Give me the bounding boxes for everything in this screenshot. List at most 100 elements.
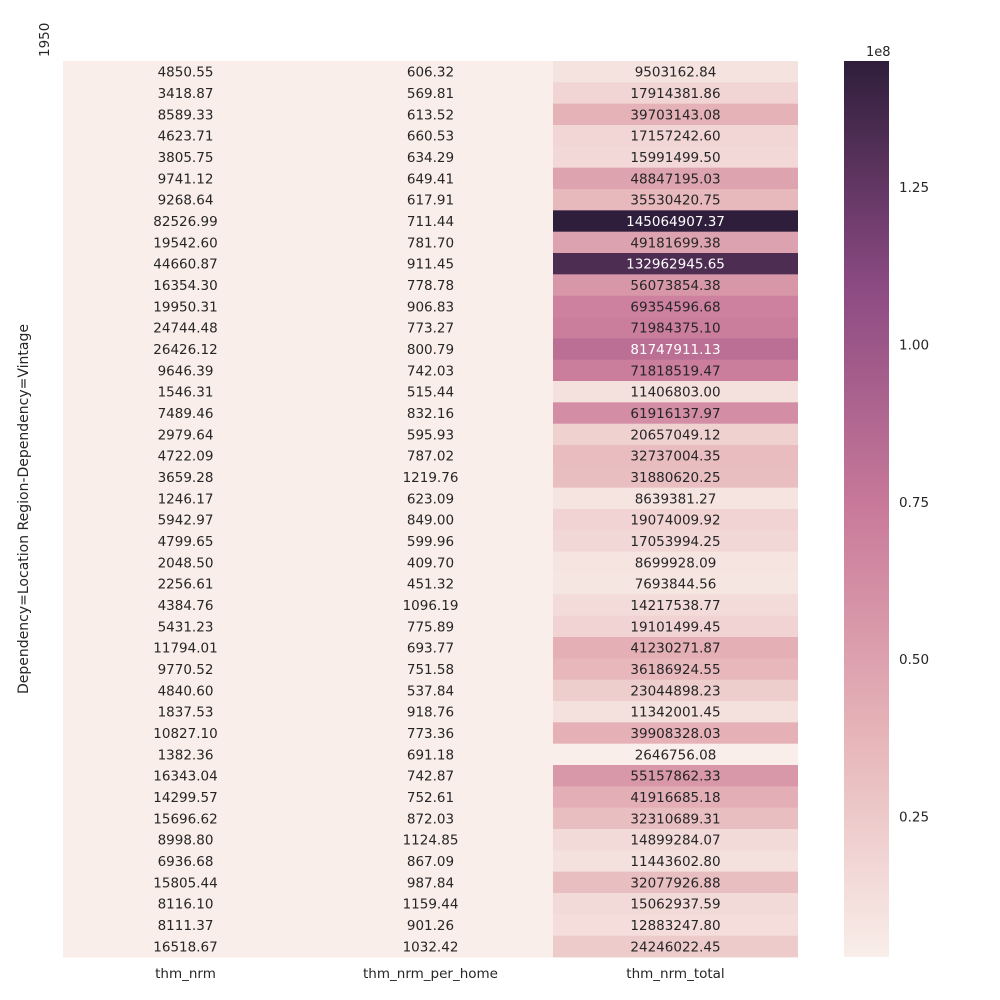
heatmap-cell: [553, 61, 798, 83]
heatmap-cell: [308, 743, 553, 766]
cell-value-label: 44660.87: [153, 257, 217, 273]
heatmap-cell: [63, 637, 308, 659]
heatmap-cell: [63, 530, 308, 553]
cell-value-label: 9503162.84: [635, 65, 717, 81]
heatmap-cell: [308, 253, 553, 275]
heatmap-cell: [308, 189, 553, 211]
heatmap-cell: [308, 381, 553, 403]
cell-value-label: 10827.10: [153, 726, 217, 742]
cell-value-label: 32737004.35: [630, 449, 720, 465]
heatmap-cell: [63, 722, 308, 745]
cell-value-label: 537.84: [407, 683, 454, 699]
cell-value-label: 691.18: [407, 747, 454, 763]
heatmap-cell: [63, 765, 308, 787]
heatmap-cell: [63, 743, 308, 766]
heatmap-cell: [63, 701, 308, 723]
cell-value-label: 17914381.86: [630, 86, 720, 102]
cell-value-label: 787.02: [407, 449, 454, 465]
cell-value-label: 832.16: [407, 406, 454, 422]
cell-value-label: 6936.68: [158, 854, 214, 870]
heatmap-cell: [308, 850, 553, 873]
heatmap-cell: [63, 551, 308, 574]
heatmap-cell: [553, 679, 798, 702]
heatmap-cell: [308, 765, 553, 787]
y-axis-label: Dependency=Location Region-Dependency=Vi…: [16, 324, 32, 694]
cell-value-label: 20657049.12: [630, 427, 720, 443]
cell-value-label: 82526.99: [153, 214, 217, 230]
cell-value-label: 1159.44: [403, 897, 459, 913]
cell-value-label: 32310689.31: [630, 811, 720, 827]
heatmap-cell: [308, 317, 553, 339]
cell-value-label: 9268.64: [158, 193, 214, 209]
heatmap-cell: [553, 935, 798, 958]
cell-value-label: 9646.39: [158, 363, 214, 379]
colorbar-offset-label: 1e8: [866, 45, 891, 60]
cell-value-label: 11443602.80: [630, 854, 720, 870]
cell-value-label: 15696.62: [153, 811, 217, 827]
heatmap-cell: [553, 466, 798, 489]
cell-value-label: 11794.01: [153, 641, 217, 657]
heatmap-cell: [553, 189, 798, 211]
colorbar-ticks: 0.25 0.50 0.75 1.00 1.25: [899, 180, 929, 825]
heatmap-cell: [63, 914, 308, 937]
cell-value-label: 4799.65: [158, 534, 214, 550]
heatmap-cell: [63, 829, 308, 851]
heatmap-cell: [308, 61, 553, 83]
heatmap-cell: [308, 402, 553, 425]
cell-value-label: 617.91: [407, 193, 454, 209]
heatmap-cell: [553, 722, 798, 745]
heatmap-cell: [308, 530, 553, 553]
heatmap-cell: [553, 893, 798, 915]
heatmap-cell: [308, 466, 553, 489]
cell-value-label: 11406803.00: [630, 385, 720, 401]
cell-value-label: 35530420.75: [630, 193, 720, 209]
cell-value-label: 19074009.92: [630, 513, 720, 529]
heatmap-cell: [553, 423, 798, 446]
cell-value-label: 4384.76: [158, 598, 214, 614]
colorbar-tick-label: 0.25: [899, 809, 929, 825]
heatmap-cell: [63, 82, 308, 105]
cell-value-label: 778.78: [407, 278, 454, 294]
heatmap-cell: [63, 850, 308, 873]
cell-value-label: 11342001.45: [630, 705, 720, 721]
heatmap-cell: [553, 338, 798, 361]
cell-value-label: 69354596.68: [630, 299, 720, 315]
cell-value-label: 7489.46: [158, 406, 214, 422]
cell-value-label: 911.45: [407, 257, 454, 273]
cell-value-label: 872.03: [407, 811, 454, 827]
cell-value-label: 71984375.10: [630, 321, 720, 337]
heatmap-cell: [553, 445, 798, 467]
heatmap-cell: [63, 295, 308, 318]
heatmap-cell: [553, 125, 798, 147]
heatmap-cell: [308, 637, 553, 659]
heatmap-cell: [553, 765, 798, 787]
heatmap-cell: [308, 786, 553, 809]
heatmap-cell: [553, 551, 798, 574]
heatmap-cell: [553, 295, 798, 318]
colorbar: [844, 61, 889, 957]
heatmap-cell: [553, 509, 798, 531]
heatmap-cell: [63, 466, 308, 489]
heatmap-cell: [553, 743, 798, 766]
cell-value-label: 12883247.80: [630, 918, 720, 934]
heatmap-cell: [63, 103, 308, 126]
cell-value-label: 61916137.97: [630, 406, 720, 422]
heatmap-cell: [308, 103, 553, 126]
heatmap-cell: [308, 82, 553, 105]
cell-value-label: 7693844.56: [635, 577, 717, 593]
heatmap-cell: [63, 359, 308, 382]
heatmap-cell: [553, 637, 798, 659]
heatmap-cell: [63, 61, 308, 83]
heatmap-cell: [63, 487, 308, 510]
x-tick-label: thm_nrm_per_home: [363, 966, 498, 982]
heatmap-cell: [308, 914, 553, 937]
heatmap-cell: [63, 871, 308, 894]
cell-value-label: 2646756.08: [635, 747, 717, 763]
colorbar-tick-label: 0.50: [899, 652, 929, 668]
cell-value-label: 742.87: [407, 769, 454, 785]
cell-value-label: 14299.57: [153, 790, 217, 806]
heatmap-cell: [63, 167, 308, 190]
heatmap-cell: [308, 722, 553, 745]
heatmap-cell: [308, 935, 553, 958]
heatmap-cell: [553, 530, 798, 553]
